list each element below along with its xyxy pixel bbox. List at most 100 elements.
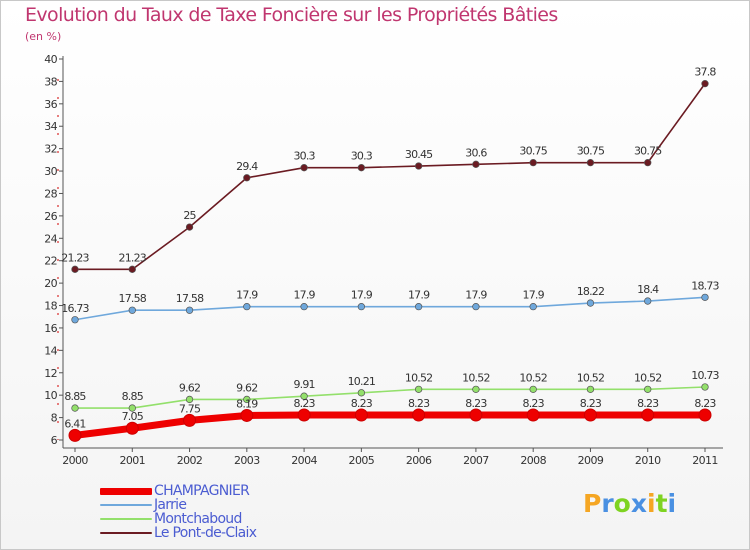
y-axis-unit-label: (en %): [25, 30, 62, 43]
data-label-champagnier: 8.19: [236, 397, 258, 410]
logo-letter: o: [613, 489, 631, 518]
point-le-pont-de-claix: [357, 164, 366, 172]
point-jarrie: [529, 303, 537, 311]
data-label-champagnier: 8.23: [408, 397, 430, 410]
point-montchaboud: [414, 385, 423, 393]
data-label-montchaboud: 9.62: [179, 381, 200, 394]
point-montchaboud: [243, 395, 251, 404]
x-tick-label: 2006: [406, 454, 432, 467]
point-jarrie: [414, 303, 423, 311]
data-label-champagnier: 8.23: [694, 397, 716, 410]
logo-letter: i: [647, 489, 656, 518]
y-tick-label: 38: [44, 75, 57, 88]
point-le-pont-de-claix: [128, 265, 136, 273]
legend-swatch-le-pont-de-claix: [100, 532, 152, 534]
data-label-le-pont-de-claix: 21.23: [119, 251, 147, 264]
legend-label-montchaboud: Montchaboud: [154, 511, 242, 527]
data-label-montchaboud: 9.91: [293, 378, 314, 391]
point-jarrie: [185, 306, 194, 314]
legend-swatch-jarrie: [100, 504, 152, 506]
data-label-champagnier: 7.05: [122, 410, 144, 423]
data-label-jarrie: 16.73: [61, 302, 89, 315]
y-tick-label: 36: [44, 98, 57, 111]
data-label-le-pont-de-claix: 30.45: [405, 148, 433, 161]
point-le-pont-de-claix: [185, 223, 194, 231]
point-montchaboud: [71, 404, 79, 412]
point-montchaboud: [529, 385, 537, 393]
x-tick-label: 2011: [692, 454, 718, 467]
data-label-montchaboud: 10.52: [577, 371, 605, 384]
point-champagnier: [240, 408, 254, 422]
data-label-montchaboud: 9.62: [236, 381, 257, 394]
point-champagnier: [526, 408, 540, 422]
y-tick-label: 28: [44, 187, 57, 200]
series-line-le-pont-de-claix: [75, 83, 706, 271]
logo-letter: r: [601, 489, 614, 518]
point-jarrie: [71, 316, 79, 324]
y-tick-label: 6: [51, 434, 58, 447]
data-label-champagnier: 8.23: [523, 397, 545, 410]
y-tick-label: 24: [44, 232, 57, 245]
y-tick-label: 20: [44, 277, 57, 290]
logo-letter: P: [583, 489, 602, 518]
chart-series: [68, 80, 712, 442]
point-champagnier: [583, 408, 597, 422]
data-label-champagnier: 8.23: [351, 397, 373, 410]
data-label-montchaboud: 10.73: [691, 369, 719, 382]
point-montchaboud: [357, 389, 366, 397]
x-tick-label: 2007: [463, 454, 489, 467]
y-tick-label: 32: [44, 143, 57, 156]
point-le-pont-de-claix: [701, 80, 709, 88]
x-tick-label: 2009: [578, 454, 604, 467]
y-tick-label: 8: [51, 412, 58, 425]
data-label-montchaboud: 10.52: [634, 371, 662, 384]
point-jarrie: [128, 306, 136, 314]
point-champagnier: [641, 408, 655, 422]
y-tick-label: 26: [44, 210, 57, 223]
chart-axes: 6 8 10 12 14 16 18 20 22 24 26 28 30 32 34 36 38 40 2000 20…: [44, 53, 723, 467]
x-tick-label: 2010: [635, 454, 661, 467]
x-tick-label: 2005: [349, 454, 375, 467]
legend-label-champagnier: CHAMPAGNIER: [154, 483, 250, 499]
data-label-champagnier: 8.23: [580, 397, 602, 410]
data-label-jarrie: 18.73: [691, 279, 719, 292]
point-le-pont-de-claix: [472, 160, 480, 168]
point-champagnier: [469, 408, 483, 422]
chart-data-labels: 21.23 21.23 25 29.4 30.3 30.3 30.45 30.6 30.75 30…: [61, 66, 720, 431]
x-tick-label: 2001: [119, 454, 145, 467]
data-label-jarrie: 17.9: [465, 289, 487, 302]
data-label-jarrie: 18.4: [637, 283, 659, 296]
point-jarrie: [357, 303, 366, 311]
data-label-le-pont-de-claix: 30.75: [577, 145, 605, 158]
data-label-montchaboud: 10.52: [462, 371, 490, 384]
data-label-jarrie: 17.9: [408, 289, 430, 302]
x-tick-label: 2000: [62, 454, 88, 467]
point-champagnier: [412, 408, 426, 422]
point-montchaboud: [472, 385, 480, 393]
point-montchaboud: [701, 383, 709, 391]
point-le-pont-de-claix: [414, 162, 423, 170]
data-label-montchaboud: 8.85: [122, 390, 144, 403]
series-line-jarrie: [74, 296, 706, 321]
point-champagnier: [698, 408, 712, 422]
y-tick-label: 12: [44, 367, 57, 380]
x-tick-label: 2008: [520, 454, 546, 467]
point-jarrie: [701, 293, 709, 301]
data-label-jarrie: 17.9: [351, 289, 373, 302]
point-jarrie: [644, 297, 652, 305]
point-montchaboud: [644, 385, 652, 393]
legend-label-jarrie: Jarrie: [154, 497, 187, 513]
y-tick-label: 30: [44, 165, 57, 178]
point-montchaboud: [128, 404, 136, 412]
point-montchaboud: [300, 392, 308, 400]
legend-swatch-montchaboud: [100, 518, 152, 520]
data-label-le-pont-de-claix: 29.4: [236, 160, 258, 173]
point-champagnier: [125, 421, 139, 435]
point-jarrie: [472, 303, 480, 311]
data-label-jarrie: 17.9: [523, 289, 545, 302]
data-label-montchaboud: 10.52: [519, 371, 547, 384]
data-label-montchaboud: 10.21: [348, 375, 376, 388]
data-label-jarrie: 17.9: [293, 289, 315, 302]
data-label-champagnier: 6.41: [64, 417, 85, 430]
